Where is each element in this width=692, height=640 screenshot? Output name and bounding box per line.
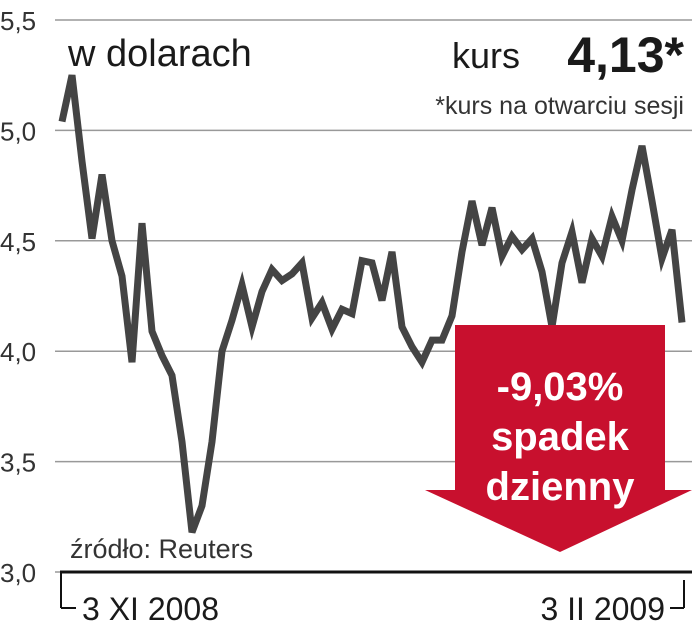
y-tick-label: 5,0	[0, 116, 36, 146]
line	[58, 74, 686, 534]
rate-note: *kurs na otwarciu sesji	[435, 92, 684, 120]
x-tick-label: 3 II 2009	[540, 591, 665, 627]
change-text: spadek	[491, 415, 630, 459]
arrow-shape	[425, 325, 692, 552]
rate-value: 4,13*	[567, 27, 684, 83]
grid: 3,0 3,5 4,0 4,5 5,0 5,5	[0, 6, 692, 588]
plot	[58, 74, 686, 534]
x-tick-label: 3 XI 2008	[82, 591, 219, 627]
source: źródło: Reuters	[70, 534, 253, 564]
chart-title: w dolarach	[67, 33, 252, 75]
y-tick-label: 3,0	[0, 558, 36, 588]
y-tick-label: 5,5	[0, 6, 36, 36]
change-value: -9,03%	[497, 365, 624, 409]
y-tick-label: 4,5	[0, 227, 36, 257]
y-tick-label: 3,5	[0, 448, 36, 478]
y-tick-label: 4,0	[0, 337, 36, 367]
change-text: dzienny	[486, 465, 636, 509]
change-arrow: -9,03% spadek dzienny	[425, 325, 692, 552]
rate-label: kurs	[452, 35, 520, 76]
